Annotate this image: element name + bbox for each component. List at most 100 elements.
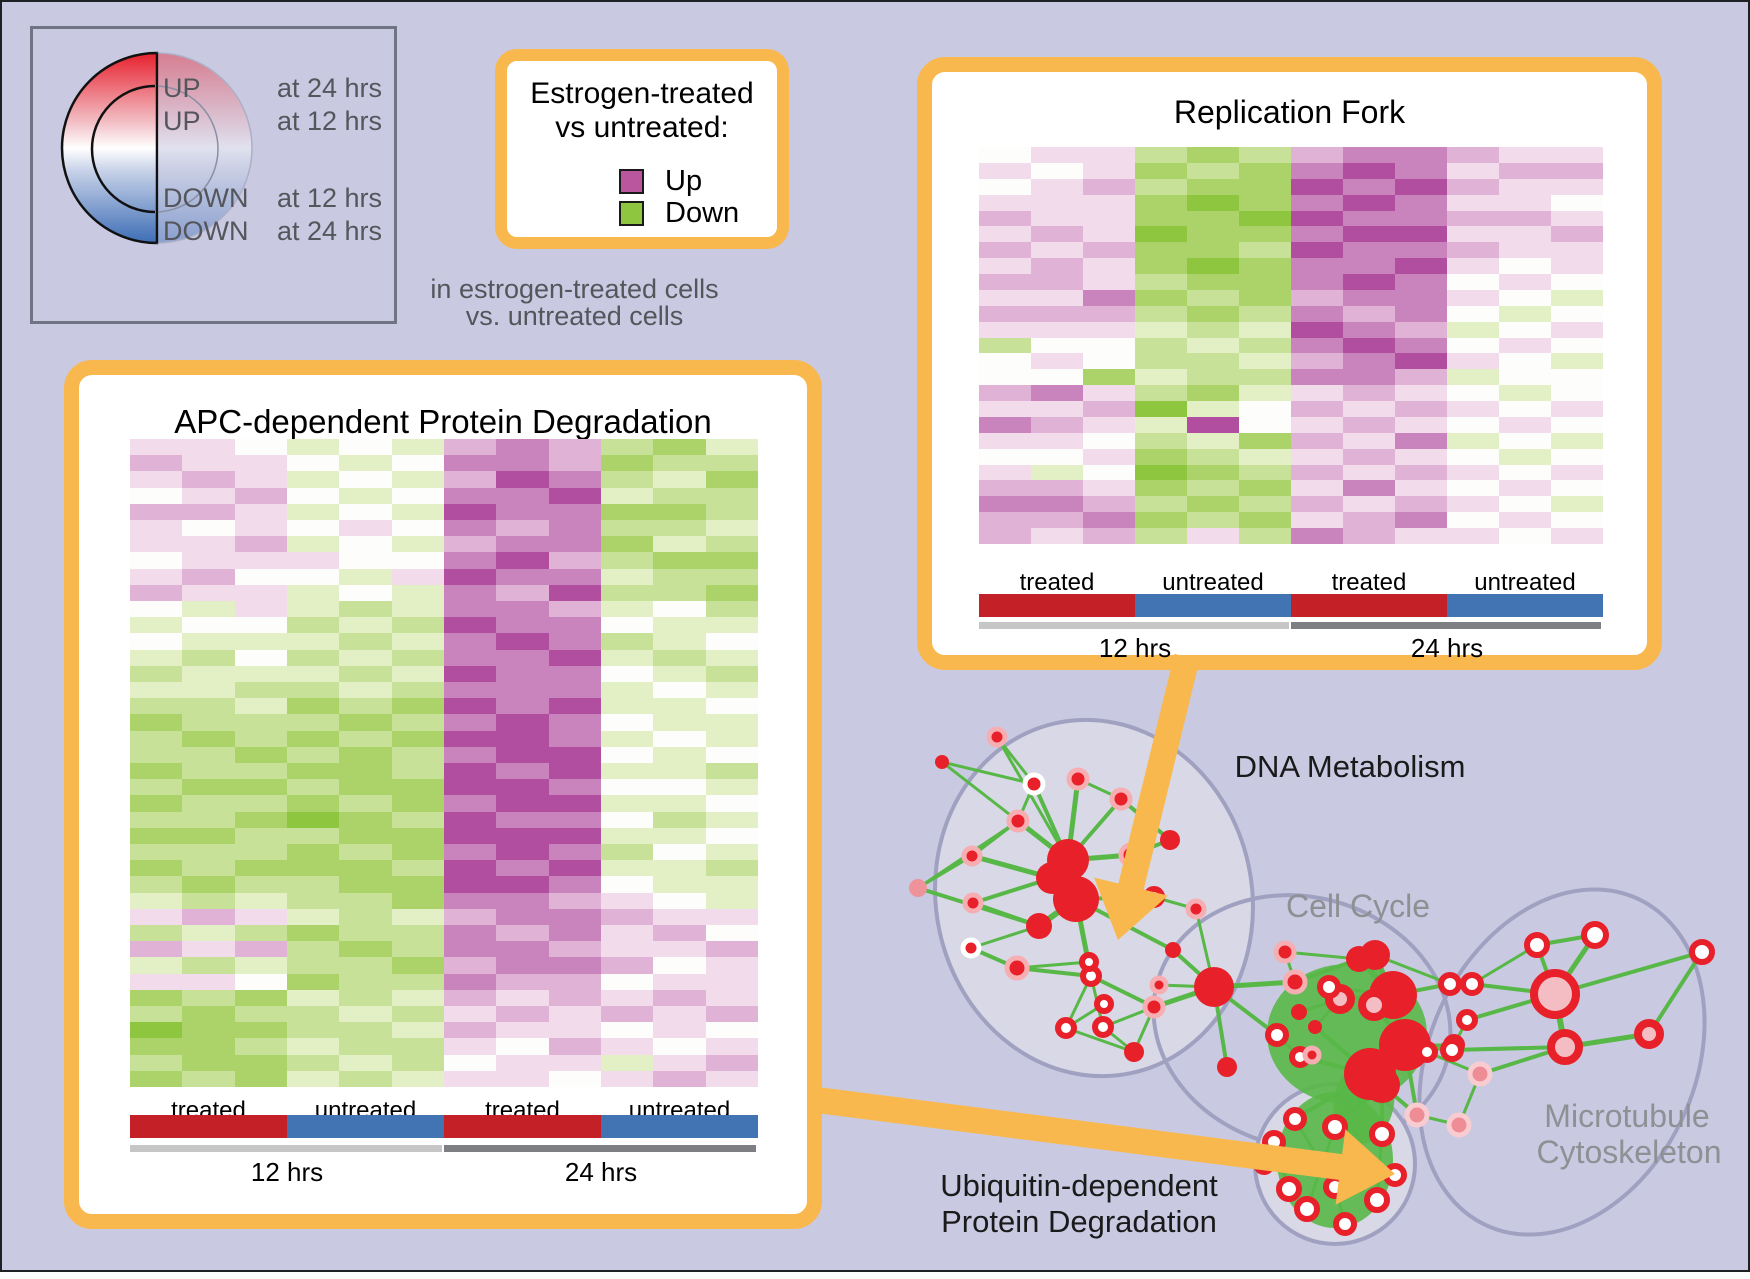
heatmap-cell [1395, 321, 1447, 338]
heatmap-cell [1083, 289, 1135, 306]
heatmap-cell [443, 1054, 497, 1071]
heatmap-cell [234, 795, 287, 812]
heatmap-cell [496, 439, 549, 456]
heatmap-cell [1343, 448, 1395, 465]
heatmap-cell [1239, 448, 1291, 465]
legend-up-24-word: UP [163, 73, 201, 103]
heatmap-cell [600, 860, 654, 877]
heatmap-cell [705, 536, 758, 553]
heatmap-cell [339, 811, 392, 828]
heatmap-cell [286, 1038, 340, 1055]
heatmap-cell [130, 1038, 183, 1055]
heatmap-cell [1551, 321, 1603, 338]
heatmap-cell [1447, 226, 1499, 243]
heatmap-cell [339, 714, 392, 731]
heatmap-cell [979, 496, 1031, 513]
heatmap-cell [182, 552, 235, 569]
heatmap-cell [182, 941, 235, 958]
heatmap-cell [1135, 385, 1187, 402]
heatmap-cell [130, 487, 183, 504]
heatmap-cell [234, 989, 287, 1006]
heatmap-cell [1343, 401, 1395, 417]
heatmap-cell [705, 455, 758, 472]
heatmap-cell [1395, 258, 1447, 275]
heatmap-cell [1343, 416, 1395, 433]
heatmap-cell [182, 746, 235, 763]
heatmap-cell [496, 1006, 549, 1023]
heatmap-cell [182, 455, 235, 472]
heatmap-cell [653, 520, 706, 537]
heatmap-cell [979, 528, 1031, 544]
heatmap-cell [1083, 242, 1135, 259]
group-label-treated-2: treated [1331, 569, 1407, 596]
heatmap-cell [391, 503, 444, 520]
network-node-corepink [1358, 989, 1390, 1021]
untreated-condition-bar [1135, 594, 1291, 617]
heatmap-cell [1135, 274, 1187, 290]
heatmap-cell [286, 698, 340, 715]
heatmap-cell [705, 617, 758, 634]
heatmap-cell [1395, 353, 1447, 370]
heatmap-cell [1343, 210, 1395, 227]
heatmap-cell [391, 1022, 444, 1039]
heatmap-cell [286, 617, 340, 634]
heatmap-cell [496, 941, 549, 958]
heatmap-cell [339, 584, 392, 601]
heatmap-cell [443, 601, 497, 618]
heatmap-cell [1447, 464, 1499, 481]
heatmap-cell [1239, 321, 1291, 338]
heatmap-cell [391, 649, 444, 666]
heatmap-cell [600, 779, 654, 796]
heatmap-cell [182, 584, 235, 601]
heatmap-cell [391, 665, 444, 682]
heatmap-cell [130, 552, 183, 569]
heatmap-cell [548, 989, 601, 1006]
time-bar-12hrs [979, 622, 1289, 629]
heatmap-cell [1083, 194, 1135, 211]
heatmap-cell [1551, 528, 1603, 544]
heatmap-cell [286, 520, 340, 537]
heatmap-cell [1395, 194, 1447, 211]
heatmap-cell [1499, 194, 1551, 211]
heatmap-cell [182, 908, 235, 925]
heatmap-cell [1239, 274, 1291, 290]
heatmap-cell [443, 795, 497, 812]
heatmap-cell [234, 665, 287, 682]
heatmap-cell [1499, 226, 1551, 243]
heatmap-cell [286, 471, 340, 488]
heatmap-cell [286, 649, 340, 666]
network-node-pink [909, 879, 927, 897]
network-edge [1554, 950, 1703, 996]
heatmap-cell [1083, 401, 1135, 417]
heatmap-cell [600, 520, 654, 537]
heatmap-cell [705, 471, 758, 488]
network-edge [1065, 1026, 1135, 1054]
heatmap-cell [653, 730, 706, 747]
heatmap-cell [1135, 464, 1187, 481]
heatmap-cell [1395, 385, 1447, 402]
heatmap-cell [234, 746, 287, 763]
heatmap-cell [1135, 242, 1187, 259]
heatmap-cell [339, 649, 392, 666]
heatmap-cell [1135, 162, 1187, 179]
heatmap-cell [1083, 432, 1135, 449]
heatmap-cell [234, 925, 287, 942]
heatmap-cell [443, 892, 497, 909]
heatmap-cell [600, 552, 654, 569]
heatmap-cell [182, 1038, 235, 1055]
heatmap-cell [130, 876, 183, 893]
heatmap-cell [234, 698, 287, 715]
heatmap-cell [1239, 369, 1291, 386]
heatmap-cell [1135, 178, 1187, 195]
network-node-solid [1364, 1067, 1400, 1103]
heatmap-cell [130, 860, 183, 877]
heatmap-cell [979, 432, 1031, 449]
heatmap-cell [1447, 194, 1499, 211]
heatmap-cell [496, 633, 549, 650]
heatmap-cell [443, 779, 497, 796]
heatmap-cell [234, 1006, 287, 1023]
untreated-condition-bar [601, 1115, 758, 1138]
heatmap-cell [1551, 337, 1603, 354]
heatmap-cell [1291, 369, 1343, 386]
